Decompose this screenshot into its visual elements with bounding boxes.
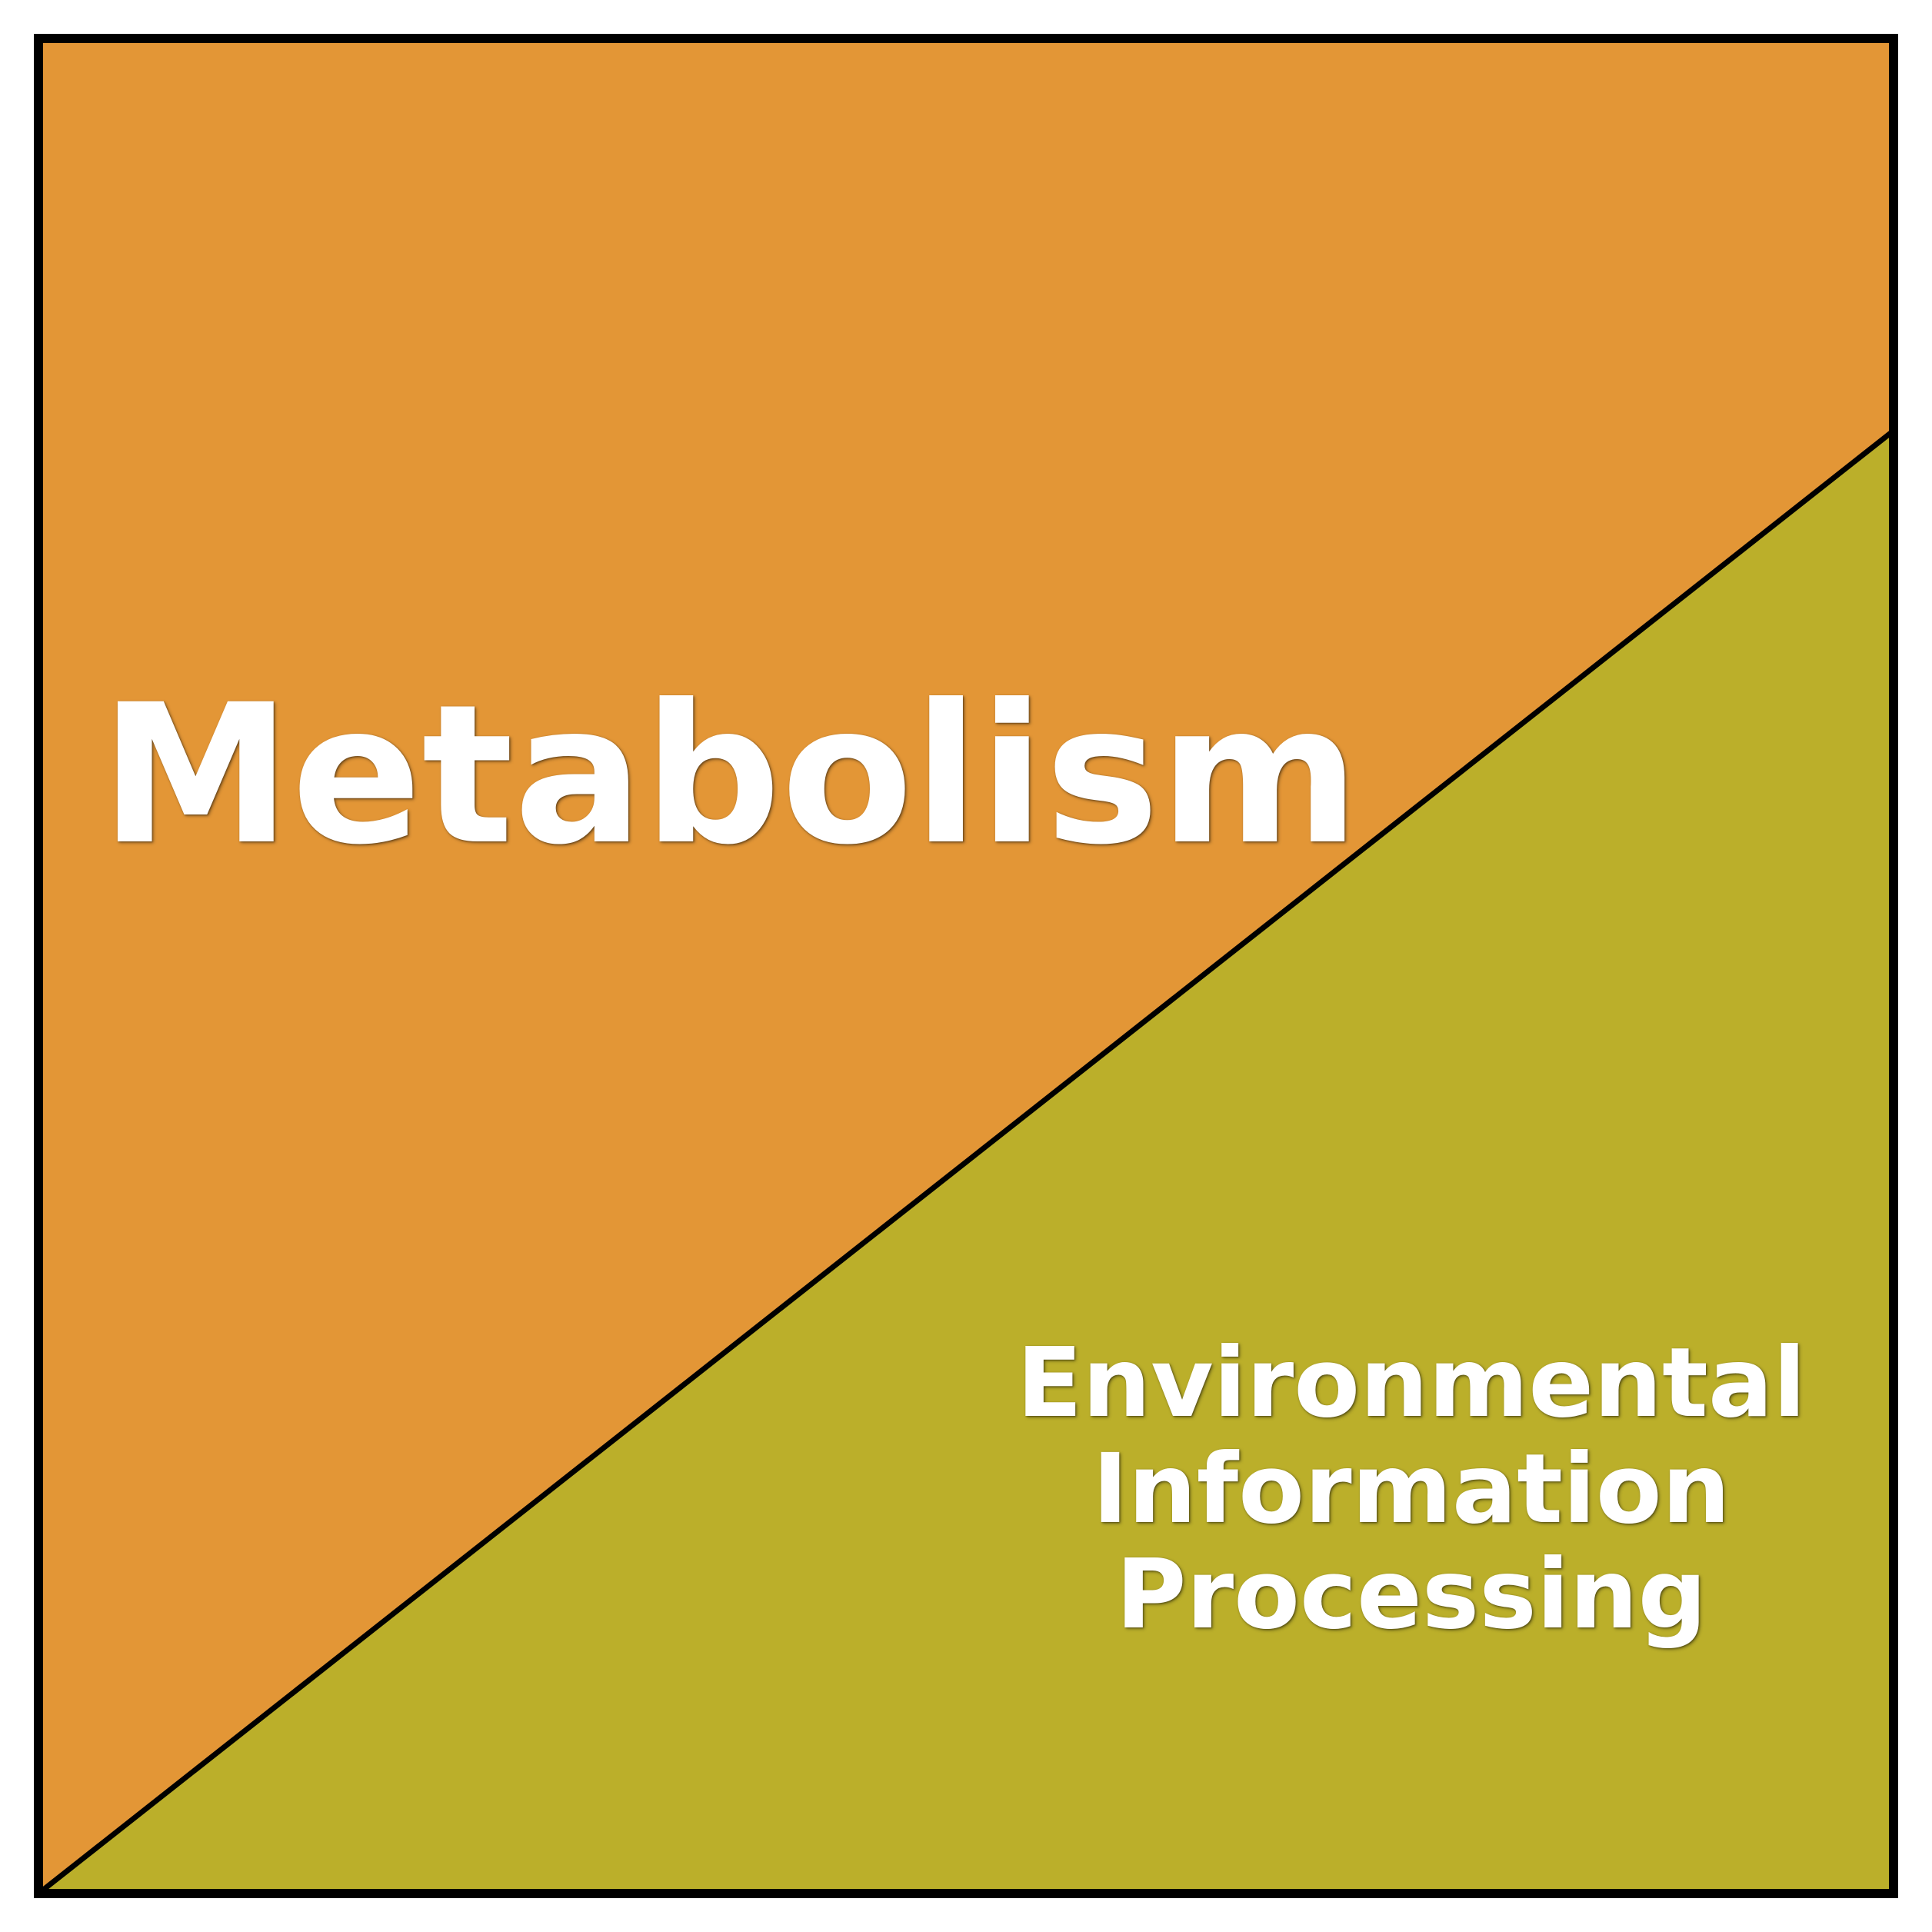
label-metabolism: Metabolism [100, 669, 1360, 881]
figure-stage: Metabolism Environmental Information Pro… [0, 0, 1932, 1932]
label-env-info-line3: Processing [1116, 1539, 1707, 1651]
label-env-info-line2: Information [1092, 1434, 1730, 1545]
label-env-info: Environmental Information Processing [988, 1331, 1834, 1648]
label-env-info-line1: Environmental [1017, 1327, 1806, 1439]
